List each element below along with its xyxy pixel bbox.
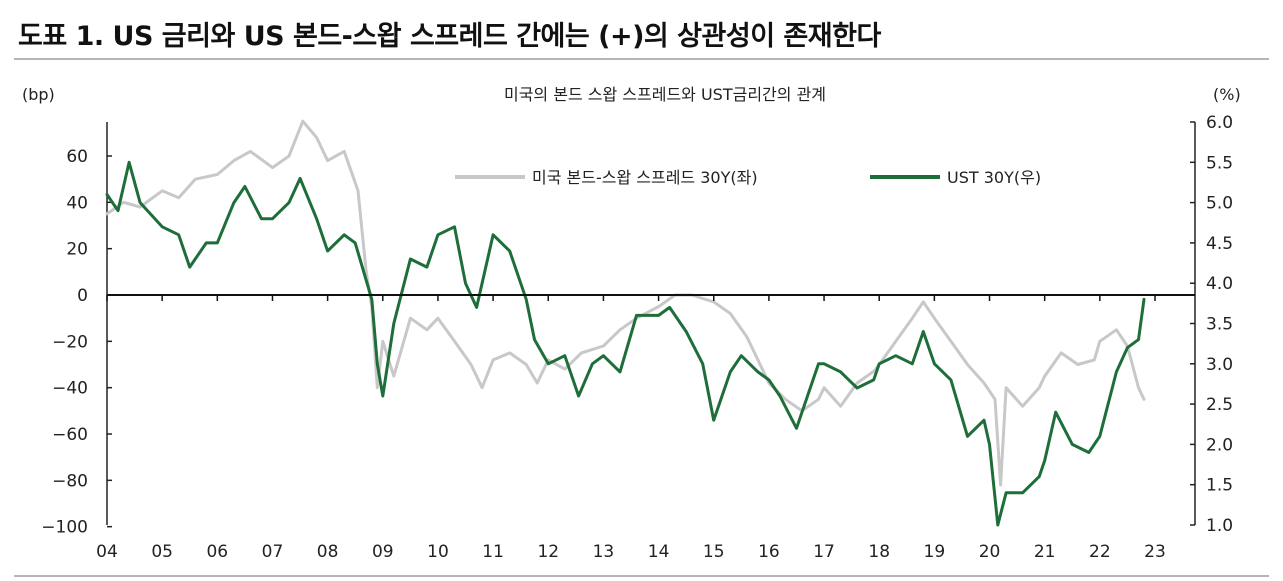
- y-right-tick-label: 3.0: [1206, 355, 1233, 375]
- x-tick-marks: [106, 295, 1156, 301]
- x-tick-label: 06: [206, 542, 228, 562]
- series-line-bond-swap-spread: [105, 119, 1146, 487]
- y-left-tick-label: −80: [52, 471, 88, 491]
- y-right-tick-label: 1.0: [1206, 516, 1233, 536]
- y-left-unit: (bp): [22, 85, 55, 104]
- y-left-tick-label: 20: [66, 240, 88, 260]
- y-left-tick-label: 60: [66, 147, 88, 167]
- x-tick-label: 19: [924, 542, 946, 562]
- y-left-ticks: 60 40 20 0 −20 −40 −60 −80 −100: [41, 147, 112, 538]
- x-tick-label: 22: [1089, 542, 1111, 562]
- y-right-unit: (%): [1213, 85, 1241, 104]
- y-right-tick-label: 5.0: [1206, 194, 1233, 214]
- y-left-tick-label: −20: [52, 332, 88, 352]
- x-tick-label: 21: [1034, 542, 1056, 562]
- x-tick-label: 11: [482, 542, 504, 562]
- y-right-tick-label: 2.5: [1206, 395, 1233, 415]
- y-right-ticks: 6.0 5.5 5.0 4.5 4.0 3.5 3.0 2.5 2.0 1.5 1.0: [1190, 113, 1233, 536]
- x-tick-label: 15: [703, 542, 725, 562]
- x-tick-label: 13: [593, 542, 615, 562]
- legend-label-spread: 미국 본드-스왑 스프레드 30Y(좌): [532, 168, 758, 187]
- series-layer: [105, 119, 1146, 527]
- y-left-tick-label: −60: [52, 425, 88, 445]
- x-tick-label: 04: [96, 542, 118, 562]
- y-right-tick-label: 2.0: [1206, 435, 1233, 455]
- top-divider: [14, 58, 1269, 60]
- x-tick-label: 17: [813, 542, 835, 562]
- y-right-tick-label: 1.5: [1206, 476, 1233, 496]
- y-left-tick-label: −100: [41, 518, 88, 538]
- x-ticks: 04 05 06 07 08 09 10 11 12 13 14 15 16 17 18 19 20 21 22 23: [96, 542, 1166, 562]
- x-tick-label: 23: [1144, 542, 1166, 562]
- y-right-tick-label: 6.0: [1206, 113, 1233, 133]
- bottom-divider: [14, 575, 1269, 577]
- y-right-tick-label: 4.5: [1206, 234, 1233, 254]
- x-tick-label: 16: [758, 542, 780, 562]
- series-line-ust-30y: [105, 160, 1146, 527]
- x-tick-label: 18: [868, 542, 890, 562]
- y-left-tick-label: 40: [66, 193, 88, 213]
- x-tick-label: 07: [262, 542, 284, 562]
- x-tick-label: 20: [979, 542, 1001, 562]
- figure-title: 도표 1. US 금리와 US 본드-스왑 스프레드 간에는 (+)의 상관성이…: [18, 21, 881, 52]
- legend: 미국 본드-스왑 스프레드 30Y(좌) UST 30Y(우): [455, 168, 1041, 187]
- y-right-tick-label: 4.0: [1206, 274, 1233, 294]
- legend-label-ust: UST 30Y(우): [947, 168, 1041, 187]
- x-tick-label: 09: [372, 542, 394, 562]
- x-tick-label: 08: [317, 542, 339, 562]
- y-left-tick-label: −40: [52, 379, 88, 399]
- chart-title: 미국의 본드 스왑 스프레드와 UST금리간의 관계: [504, 85, 826, 104]
- y-left-tick-label: 0: [77, 286, 88, 306]
- x-tick-label: 14: [648, 542, 670, 562]
- x-tick-label: 10: [427, 542, 449, 562]
- x-tick-label: 12: [537, 542, 559, 562]
- y-right-tick-label: 3.5: [1206, 315, 1233, 335]
- y-right-tick-label: 5.5: [1206, 153, 1233, 173]
- x-tick-label: 05: [151, 542, 173, 562]
